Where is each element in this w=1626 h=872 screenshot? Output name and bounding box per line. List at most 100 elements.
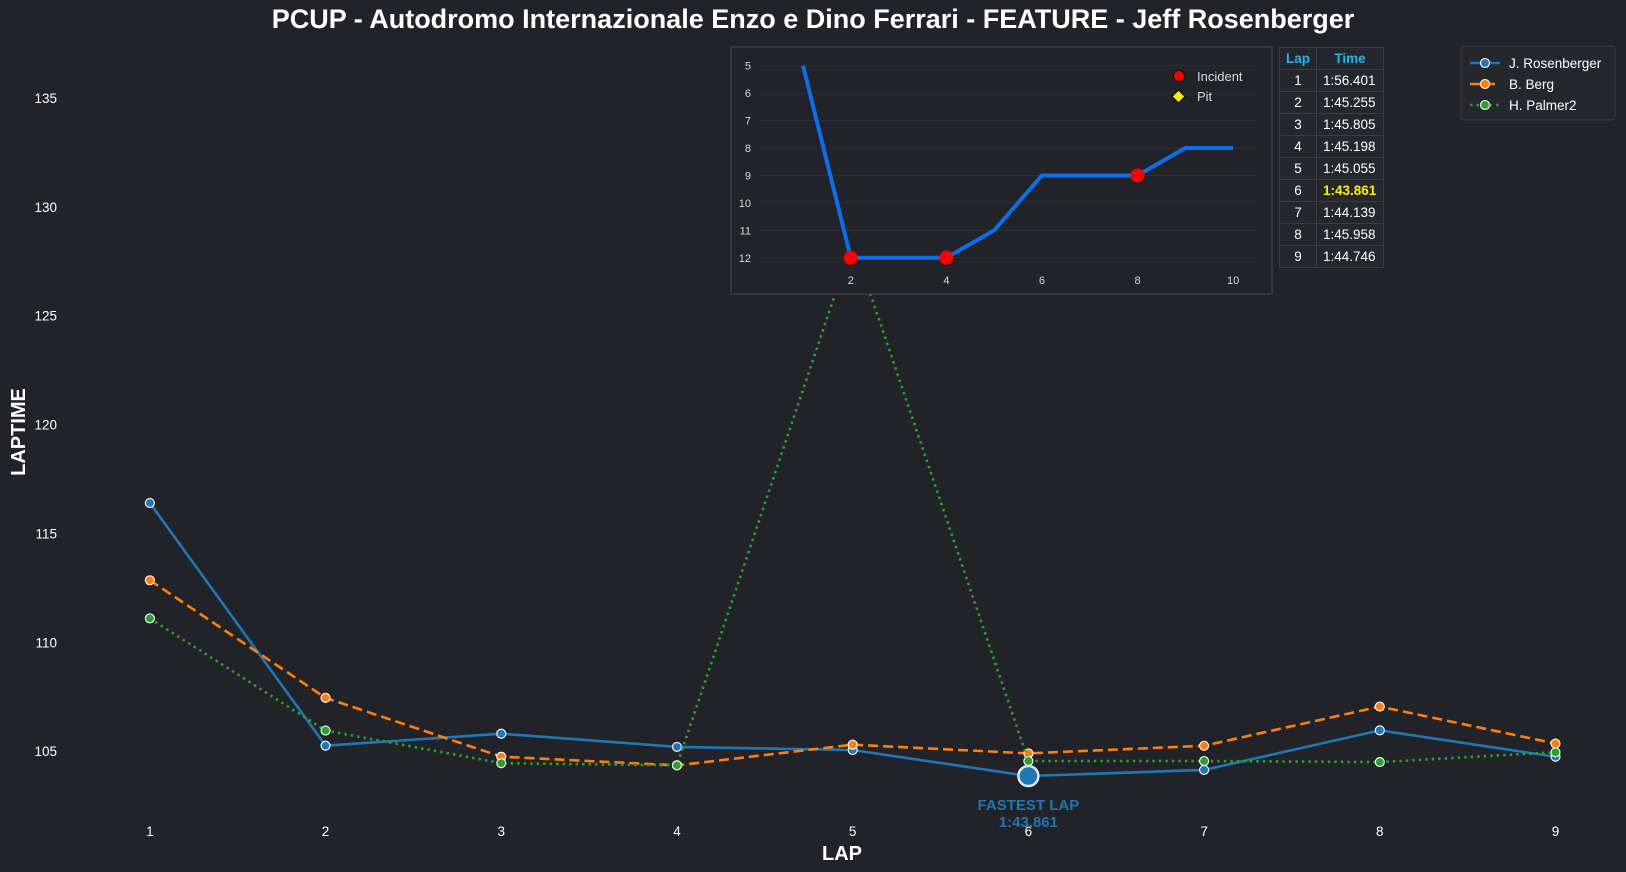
data-point bbox=[320, 740, 331, 751]
data-point bbox=[320, 692, 331, 703]
data-point bbox=[496, 758, 507, 769]
table-row: 6 1:43.861 bbox=[1278, 179, 1385, 202]
chart-title: PCUP - Autodromo Internazionale Enzo e D… bbox=[271, 4, 1355, 34]
data-point bbox=[1374, 701, 1385, 712]
fastest-lap-label: FASTEST LAP bbox=[978, 797, 1080, 814]
table-row: 4 1:45.198 bbox=[1278, 135, 1385, 158]
table-row: 7 1:44.139 bbox=[1278, 201, 1385, 224]
inset-y-tick-label: 8 bbox=[745, 143, 751, 155]
lap-time-cell: 1:44.139 bbox=[1316, 201, 1385, 224]
lap-number-cell: 4 bbox=[1278, 135, 1318, 158]
position-line bbox=[801, 65, 1234, 260]
y-tick-label: 120 bbox=[34, 418, 57, 433]
lap-time-cell: 1:56.401 bbox=[1316, 69, 1385, 92]
data-point bbox=[144, 575, 155, 586]
inset-y-tick-label: 11 bbox=[740, 225, 751, 237]
lap-number-cell: 6 bbox=[1278, 179, 1318, 202]
inset-y-tick-label: 12 bbox=[739, 253, 751, 265]
x-tick-label: 1 bbox=[146, 824, 154, 839]
data-point bbox=[1199, 755, 1210, 767]
data-point bbox=[1023, 755, 1034, 767]
table-row: 9 1:44.746 bbox=[1278, 245, 1385, 268]
lap-time-cell: 1:45.805 bbox=[1316, 113, 1385, 136]
x-tick-label: 4 bbox=[673, 824, 681, 839]
lap-number-cell: 7 bbox=[1278, 201, 1318, 224]
inset-y-tick-label: 9 bbox=[745, 170, 751, 182]
y-tick-label: 125 bbox=[34, 309, 57, 324]
incident-legend-label: Incident bbox=[1197, 69, 1243, 84]
incident-legend-marker bbox=[1173, 70, 1185, 82]
lap-number-cell: 5 bbox=[1278, 157, 1318, 180]
table-header-row: Lap Time bbox=[1278, 47, 1385, 70]
lap-time-cell: 1:45.958 bbox=[1316, 223, 1385, 246]
lap-time-table: Lap Time 1 1:56.401 2 1:45.255 3 1:45.805 4 1:4… bbox=[1278, 47, 1385, 268]
lap-time-cell: 1:45.198 bbox=[1316, 135, 1385, 158]
y-tick-label: 135 bbox=[34, 91, 57, 106]
data-point bbox=[1550, 747, 1561, 758]
table-row: 1 1:56.401 bbox=[1278, 69, 1385, 92]
x-tick-label: 9 bbox=[1552, 824, 1560, 839]
data-point bbox=[144, 497, 155, 508]
data-point bbox=[1550, 738, 1561, 749]
y-tick-label: 110 bbox=[35, 635, 57, 650]
table-row: 3 1:45.805 bbox=[1278, 113, 1385, 136]
x-tick-label: 5 bbox=[849, 824, 857, 839]
inset-y-tick-label: 5 bbox=[745, 61, 751, 73]
lap-time-cell: 1:44.746 bbox=[1316, 245, 1385, 268]
pit-legend-marker bbox=[1171, 89, 1186, 104]
x-axis-title: LAP bbox=[822, 843, 862, 865]
lap-time-cell: 1:43.861 bbox=[1316, 179, 1385, 202]
lap-number-cell: 2 bbox=[1278, 91, 1318, 114]
series-lines bbox=[144, 236, 1561, 782]
inset-x-tick-label: 2 bbox=[848, 275, 854, 287]
legend-box bbox=[1460, 45, 1616, 121]
y-tick-label: 105 bbox=[34, 744, 57, 759]
lap-number-cell: 1 bbox=[1278, 69, 1318, 92]
inset-frame bbox=[730, 46, 1273, 295]
legend-marker bbox=[1479, 78, 1491, 90]
x-tick-label: 8 bbox=[1376, 824, 1384, 839]
data-point bbox=[1199, 764, 1210, 776]
inset-x-tick-label: 8 bbox=[1134, 275, 1140, 287]
legend-label: J. Rosenberger bbox=[1509, 56, 1602, 71]
lap-number-cell: 3 bbox=[1278, 113, 1318, 136]
inset-y-tick-label: 6 bbox=[745, 88, 751, 100]
inset-y-tick-label: 10 bbox=[739, 198, 751, 210]
table-row: 5 1:45.055 bbox=[1278, 157, 1385, 180]
data-point bbox=[671, 741, 683, 752]
data-point bbox=[671, 760, 683, 771]
y-tick-label: 130 bbox=[34, 200, 57, 215]
header-time: Time bbox=[1316, 47, 1385, 70]
position-inset-chart: 5 6 7 8 9 10 11 12 2 4 6 8 10 Incident Pit bbox=[730, 46, 1273, 295]
y-axis-title: LAPTIME bbox=[8, 388, 30, 476]
table-row: 2 1:45.255 bbox=[1278, 91, 1385, 114]
data-point bbox=[847, 739, 858, 750]
table-row: 8 1:45.958 bbox=[1278, 223, 1385, 246]
series-line-1 bbox=[149, 579, 1556, 767]
x-tick-label: 3 bbox=[498, 824, 506, 839]
data-point bbox=[1374, 725, 1385, 736]
incident-marker bbox=[843, 250, 858, 265]
x-tick-label: 2 bbox=[322, 824, 330, 839]
inset-y-tick-label: 7 bbox=[745, 116, 751, 128]
lap-number-cell: 8 bbox=[1278, 223, 1318, 246]
inset-x-tick-label: 6 bbox=[1039, 275, 1045, 287]
data-point bbox=[1199, 740, 1210, 751]
data-point bbox=[1374, 757, 1385, 768]
fastest-lap-marker bbox=[1017, 764, 1040, 788]
series-line-2 bbox=[149, 240, 1556, 767]
legend-marker bbox=[1479, 57, 1491, 69]
legend-marker bbox=[1479, 99, 1491, 111]
incident-marker bbox=[939, 250, 954, 265]
data-point bbox=[496, 728, 507, 739]
header-lap: Lap bbox=[1278, 47, 1318, 70]
lap-time-cell: 1:45.055 bbox=[1316, 157, 1385, 180]
legend: J. Rosenberger B. Berg H. Palmer2 bbox=[1460, 45, 1616, 121]
incident-marker bbox=[1130, 168, 1145, 183]
pit-legend-label: Pit bbox=[1197, 89, 1213, 104]
legend-label: H. Palmer2 bbox=[1509, 98, 1577, 113]
y-tick-label: 115 bbox=[35, 526, 57, 541]
